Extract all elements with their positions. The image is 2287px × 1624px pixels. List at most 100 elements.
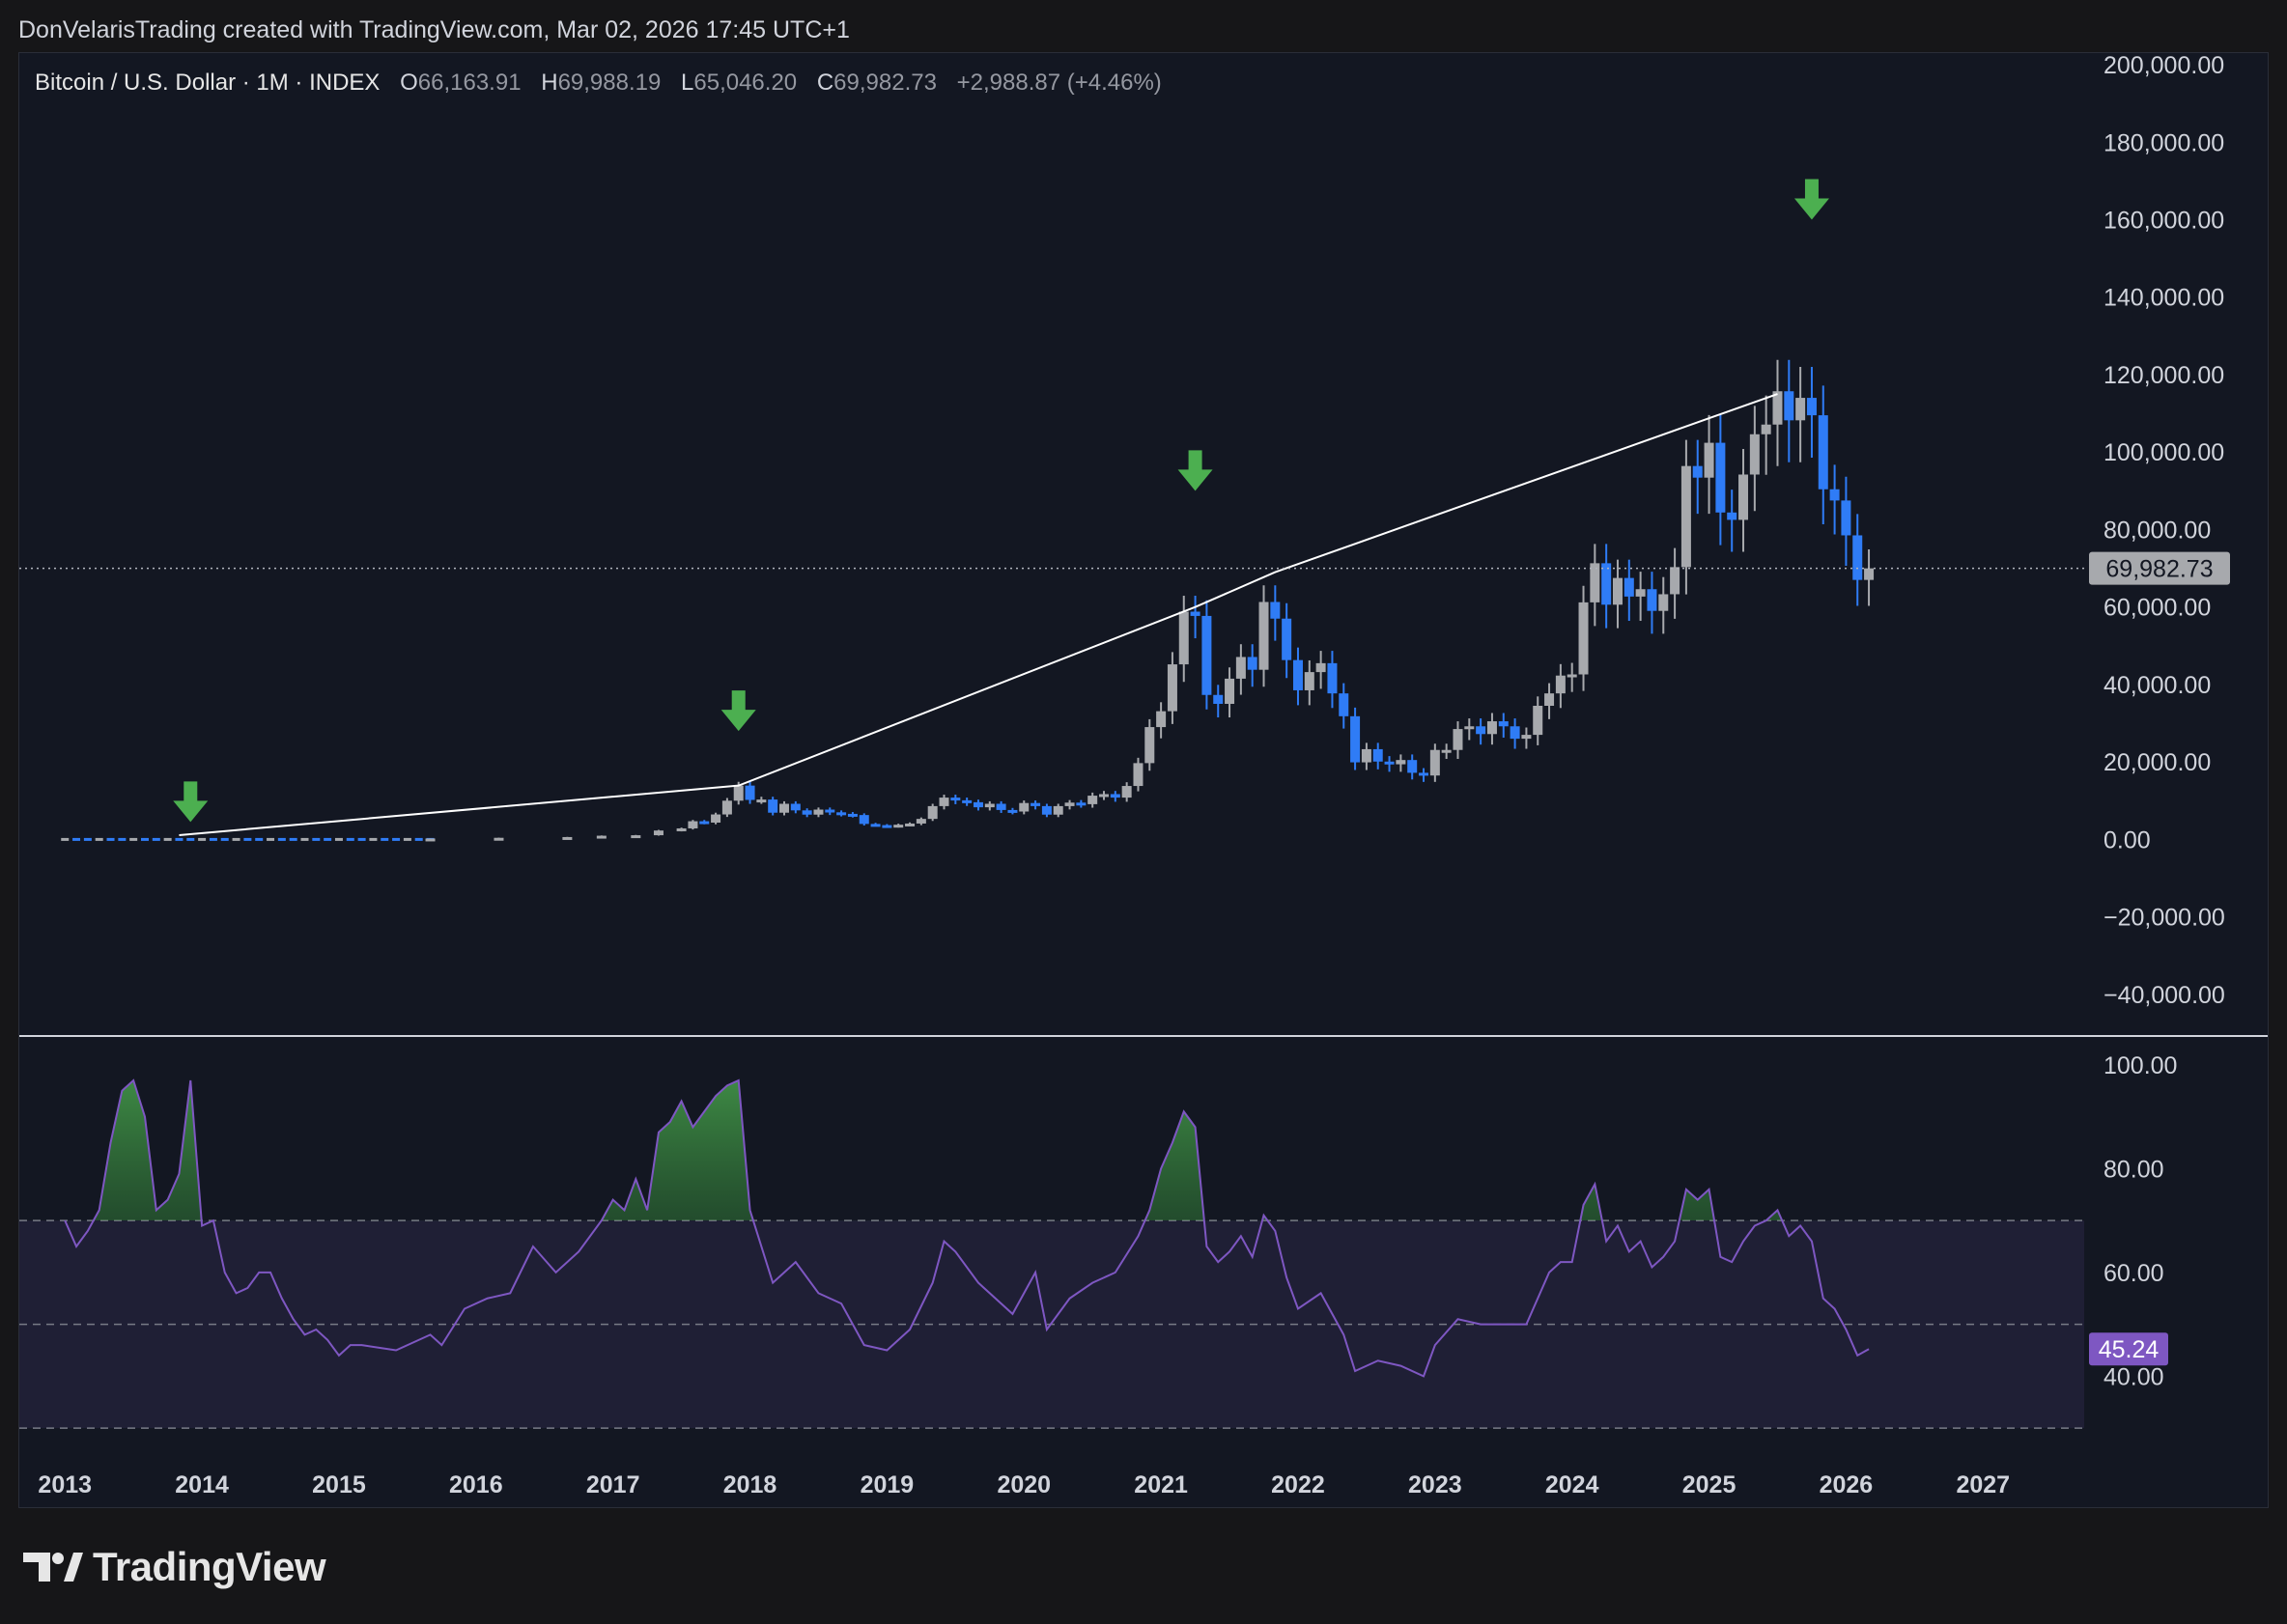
price-candle [1601, 563, 1612, 605]
price-candle [1476, 726, 1486, 735]
time-axis-tick: 2019 [861, 1471, 915, 1498]
tradingview-logo[interactable]: TradingView [21, 1542, 326, 1592]
time-axis-tick: 2020 [997, 1471, 1051, 1498]
chart-frame [18, 52, 2269, 1508]
price-candle [676, 827, 687, 831]
price-candle [1578, 602, 1589, 675]
price-axis-tick: −40,000.00 [2103, 982, 2225, 1009]
price-candle [905, 823, 916, 826]
price-candle [847, 813, 858, 817]
high-label: H [541, 70, 558, 96]
price-axis-tick: 160,000.00 [2103, 208, 2224, 235]
time-axis-tick: 2025 [1682, 1471, 1736, 1498]
price-candle [882, 825, 892, 828]
price-candle [950, 798, 961, 801]
price-candle [1498, 721, 1509, 727]
close-value: 69,982.73 [833, 70, 937, 96]
price-candle [1361, 748, 1371, 763]
time-axis-tick: 2026 [1820, 1471, 1874, 1498]
price-candle [893, 825, 904, 828]
price-candle [494, 837, 504, 841]
open-label: O [400, 70, 418, 96]
high-value: 69,988.19 [557, 70, 662, 96]
price-candle [1670, 567, 1680, 595]
rsi-axis-tick: 40.00 [2103, 1363, 2164, 1390]
time-axis-tick: 2024 [1545, 1471, 1599, 1498]
trendline [179, 393, 1778, 836]
time-axis-tick: 2013 [38, 1471, 92, 1498]
price-candle [1178, 611, 1189, 665]
change-value: +2,988.87 (+4.46%) [956, 70, 1162, 96]
low-label: L [681, 70, 694, 96]
price-candle [1567, 674, 1577, 678]
price-candle [1635, 589, 1646, 597]
price-candle [1099, 794, 1110, 798]
price-candle [790, 803, 801, 811]
price-candle [973, 801, 983, 808]
time-axis-tick: 2014 [175, 1471, 229, 1498]
price-candle [1350, 715, 1361, 763]
time-axis-tick: 2022 [1271, 1471, 1325, 1498]
price-axis-tick: −20,000.00 [2103, 905, 2225, 932]
price-candle [1064, 802, 1075, 806]
price-candle [1544, 693, 1555, 706]
price-candle [916, 819, 926, 824]
price-candle [1453, 729, 1463, 750]
price-candle [1041, 805, 1052, 815]
price-candle [1156, 711, 1167, 728]
rsi-value-label: 45.24 [2099, 1336, 2160, 1363]
price-candle [1749, 434, 1760, 475]
price-candle [1510, 726, 1520, 740]
price-candle [745, 785, 755, 800]
price-candle [425, 838, 436, 842]
price-candle [1076, 802, 1087, 806]
price-candle [1852, 535, 1863, 580]
price-candle [1167, 664, 1177, 712]
price-candle [1772, 391, 1783, 425]
price-axis-tick: 140,000.00 [2103, 285, 2224, 312]
price-candle [631, 835, 641, 839]
last-price-label: 69,982.73 [2105, 556, 2213, 583]
price-candle [1087, 796, 1098, 804]
low-value: 65,046.20 [693, 70, 798, 96]
price-candle [768, 799, 778, 813]
price-candle [1841, 500, 1851, 536]
time-axis-tick: 2016 [449, 1471, 503, 1498]
time-axis-tick: 2015 [312, 1471, 366, 1498]
price-axis-tick: 0.00 [2103, 826, 2151, 854]
price-candle [1795, 398, 1806, 421]
price-axis-tick: 200,000.00 [2103, 52, 2224, 79]
price-candle [996, 803, 1006, 810]
price-candle [802, 810, 812, 815]
time-axis: 2013 2014 2015 2016 2017 2018 2019 2020 2021 2022… [38, 1471, 2010, 1498]
price-candle [1623, 577, 1634, 597]
price-candle [962, 799, 973, 803]
price-candle [1201, 615, 1212, 695]
price-candle [1258, 602, 1269, 670]
arrow-down-icon [173, 781, 209, 823]
rsi-axis-tick: 60.00 [2103, 1260, 2164, 1287]
chart-header: DonVelarisTrading created with TradingVi… [18, 16, 850, 43]
price-candle [1270, 602, 1281, 619]
price-candle [1464, 726, 1475, 730]
price-candle [927, 805, 938, 820]
price-axis-tick: 180,000.00 [2103, 129, 2224, 156]
rsi-value-label-bg [2089, 1332, 2168, 1366]
price-axis-tick: 120,000.00 [2103, 362, 2224, 389]
price-candle [1692, 465, 1703, 478]
price-candle [1121, 786, 1132, 798]
price-candle [813, 809, 824, 815]
price-candle [1235, 657, 1246, 679]
tradingview-logo-icon [23, 1553, 83, 1582]
symbol-legend: Bitcoin / U.S. Dollar · 1M · INDEX O66,1… [35, 64, 1162, 102]
rsi-axis-tick: 100.00 [2103, 1052, 2177, 1079]
time-axis-tick: 2017 [586, 1471, 640, 1498]
price-axis-tick: 100,000.00 [2103, 439, 2224, 466]
symbol-name[interactable]: Bitcoin / U.S. Dollar · 1M · INDEX [35, 70, 381, 96]
price-candle [984, 803, 995, 808]
price-candle [562, 836, 573, 840]
price-candle [1441, 749, 1452, 753]
price-candle [1372, 748, 1383, 762]
